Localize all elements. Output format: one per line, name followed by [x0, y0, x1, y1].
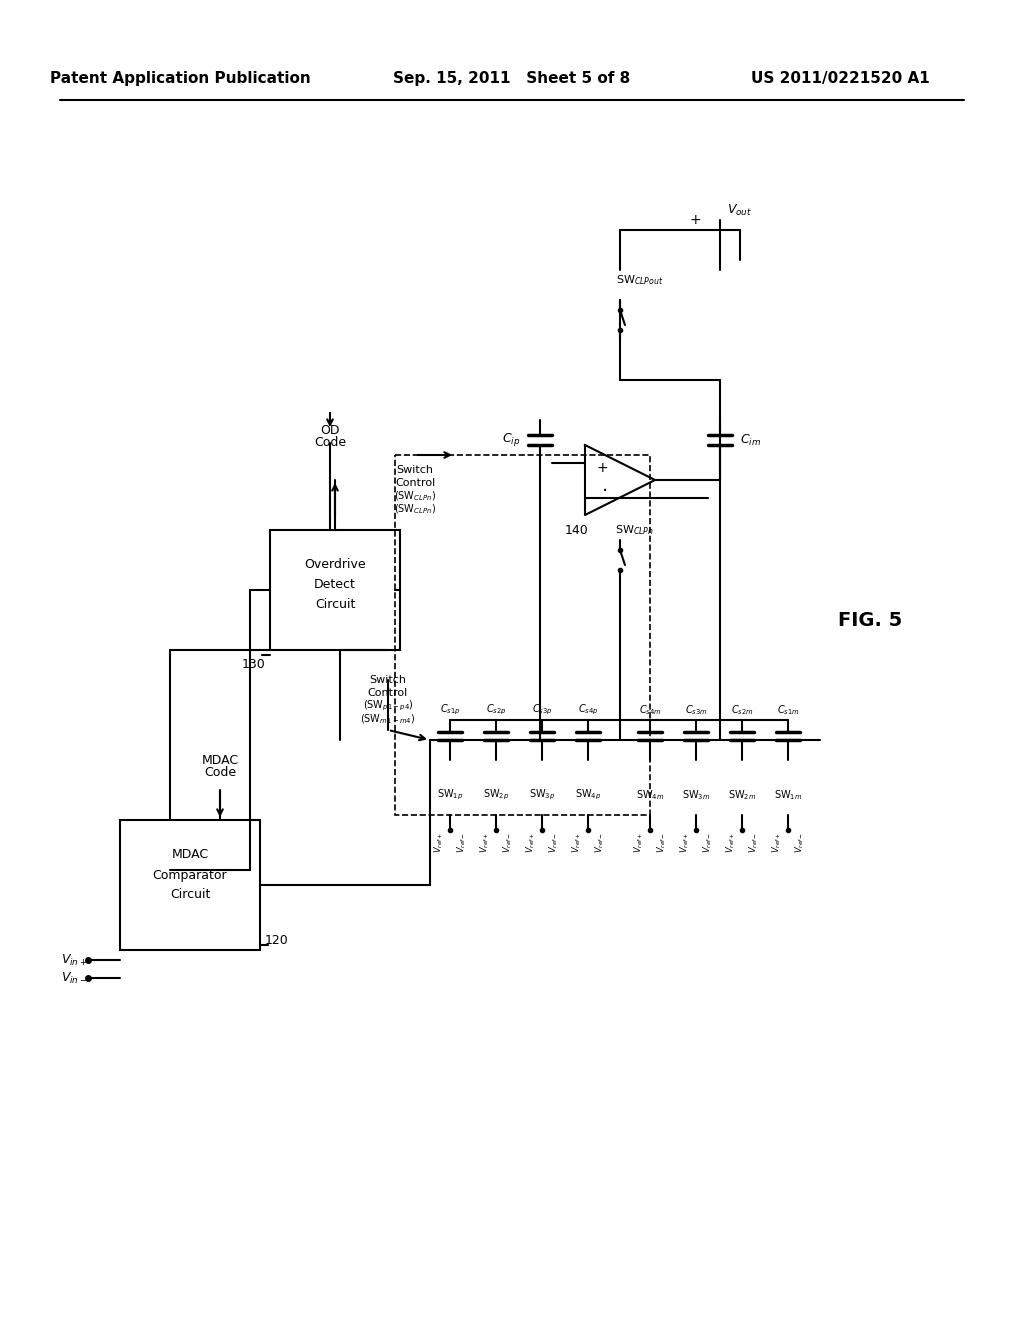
Text: FIG. 5: FIG. 5 — [838, 610, 902, 630]
Text: Control: Control — [368, 688, 409, 698]
Text: SW$_{2m}$: SW$_{2m}$ — [728, 788, 756, 801]
Text: +: + — [689, 213, 700, 227]
Text: SW$_{4m}$: SW$_{4m}$ — [636, 788, 665, 801]
Text: 120: 120 — [265, 933, 289, 946]
Text: $V_{ref+}$: $V_{ref+}$ — [725, 832, 737, 853]
Text: 130: 130 — [242, 659, 265, 672]
Text: Circuit: Circuit — [170, 888, 210, 902]
Text: SW$_{2p}$: SW$_{2p}$ — [483, 788, 509, 803]
Text: Code: Code — [314, 437, 346, 450]
Text: $V_{ref-}$: $V_{ref-}$ — [746, 832, 760, 853]
Bar — [270, 531, 400, 649]
Text: $V_{ref-}$: $V_{ref-}$ — [701, 832, 714, 853]
Text: SW$_{3m}$: SW$_{3m}$ — [682, 788, 711, 801]
Text: SW$_{CLPn}$: SW$_{CLPn}$ — [615, 523, 654, 537]
Text: MDAC: MDAC — [171, 849, 209, 862]
Text: $C_{s4p}$: $C_{s4p}$ — [578, 702, 598, 717]
Text: Circuit: Circuit — [314, 598, 355, 611]
Text: (SW$_{p1-p4}$): (SW$_{p1-p4}$) — [362, 698, 414, 713]
Text: SW$_{1p}$: SW$_{1p}$ — [437, 788, 463, 803]
Text: OD: OD — [321, 424, 340, 437]
Text: $V_{ref+}$: $V_{ref+}$ — [478, 832, 490, 853]
Text: $V_{ref-}$: $V_{ref-}$ — [455, 832, 468, 853]
Text: $C_{ip}$: $C_{ip}$ — [502, 432, 520, 449]
Text: $C_{im}$: $C_{im}$ — [740, 433, 761, 447]
Text: 140: 140 — [565, 524, 589, 536]
Text: $C_{s4m}$: $C_{s4m}$ — [639, 704, 662, 717]
Text: $V_{ref-}$: $V_{ref-}$ — [593, 832, 605, 853]
Text: SW$_{3p}$: SW$_{3p}$ — [528, 788, 555, 803]
Text: SW$_{CLPout}$: SW$_{CLPout}$ — [616, 273, 664, 286]
Text: Switch: Switch — [396, 465, 433, 475]
Text: $V_{ref+}$: $V_{ref+}$ — [570, 832, 583, 853]
Text: $V_{ref-}$: $V_{ref-}$ — [655, 832, 668, 853]
Text: $V_{ref-}$: $V_{ref-}$ — [501, 832, 513, 853]
Text: Control: Control — [395, 478, 435, 488]
Text: Sep. 15, 2011   Sheet 5 of 8: Sep. 15, 2011 Sheet 5 of 8 — [393, 70, 631, 86]
Text: +: + — [597, 461, 608, 475]
Text: (SW$_{CLPn}$): (SW$_{CLPn}$) — [394, 490, 436, 503]
Text: $V_{in+}$: $V_{in+}$ — [61, 953, 88, 968]
Text: Detect: Detect — [314, 578, 356, 591]
Text: $V_{ref-}$: $V_{ref-}$ — [793, 832, 806, 853]
Text: Switch: Switch — [370, 675, 407, 685]
Text: $C_{s3p}$: $C_{s3p}$ — [531, 702, 552, 717]
Text: $C_{s3m}$: $C_{s3m}$ — [685, 704, 708, 717]
Text: $C_{s2m}$: $C_{s2m}$ — [731, 704, 754, 717]
Text: Code: Code — [204, 767, 237, 780]
Text: MDAC: MDAC — [202, 754, 239, 767]
Text: Overdrive: Overdrive — [304, 558, 366, 572]
Bar — [120, 820, 260, 950]
Text: $V_{ref+}$: $V_{ref+}$ — [633, 832, 645, 853]
Bar — [395, 455, 650, 814]
Text: Comparator: Comparator — [153, 869, 227, 882]
Text: (SW$_{m1-m4}$): (SW$_{m1-m4}$) — [360, 713, 416, 726]
Text: $V_{in-}$: $V_{in-}$ — [61, 970, 88, 986]
Text: $C_{s1p}$: $C_{s1p}$ — [439, 702, 461, 717]
Text: (SW$_{CLPn}$): (SW$_{CLPn}$) — [394, 502, 436, 516]
Text: $C_{s1m}$: $C_{s1m}$ — [776, 704, 800, 717]
Text: Patent Application Publication: Patent Application Publication — [49, 70, 310, 86]
Text: $V_{ref+}$: $V_{ref+}$ — [524, 832, 537, 853]
Text: SW$_{4p}$: SW$_{4p}$ — [574, 788, 601, 803]
Text: US 2011/0221520 A1: US 2011/0221520 A1 — [751, 70, 930, 86]
Text: $V_{out}$: $V_{out}$ — [727, 202, 753, 218]
Text: $V_{ref+}$: $V_{ref+}$ — [770, 832, 783, 853]
Text: SW$_{1m}$: SW$_{1m}$ — [774, 788, 802, 801]
Text: $C_{s2p}$: $C_{s2p}$ — [485, 702, 506, 717]
Text: $V_{ref+}$: $V_{ref+}$ — [432, 832, 445, 853]
Text: $V_{ref-}$: $V_{ref-}$ — [547, 832, 559, 853]
Text: ·: · — [601, 482, 607, 502]
Text: $V_{ref+}$: $V_{ref+}$ — [679, 832, 691, 853]
